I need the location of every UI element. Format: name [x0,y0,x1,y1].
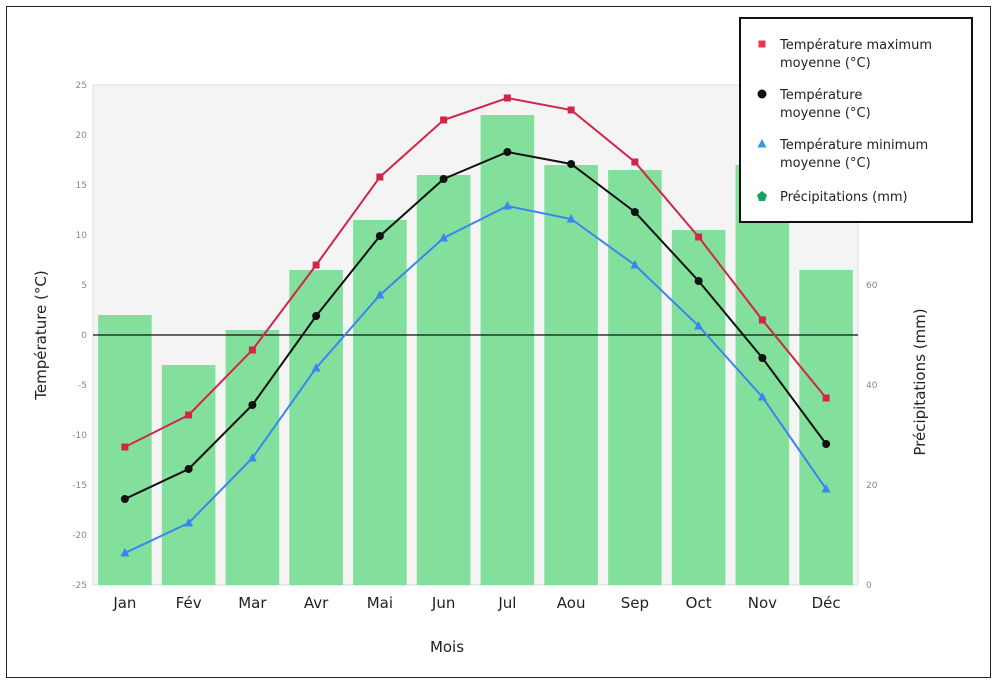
series-2-point-mar [247,453,257,462]
series-2-point-nov [757,392,767,401]
series-2-point-fév [184,518,194,527]
x-axis-label: Mois [430,638,464,656]
series-1-point-jul [503,148,512,156]
x-tick-label: Mar [238,594,267,612]
bar-sep [608,170,662,585]
right-tick-label: 40 [866,381,878,391]
series-0-point-oct [695,233,703,241]
series-2-point-jul [502,201,512,210]
series-2-point-mai [375,290,385,299]
bar-mai [353,220,407,585]
left-tick-label: 0 [81,331,87,341]
bar-fév [161,365,216,585]
bar-avr [289,270,343,585]
series-1-point-fév [184,465,193,473]
left-tick-label: -25 [72,581,87,591]
bar-oct [671,230,726,585]
series-1-point-aou [567,160,576,168]
x-tick-label: Déc [812,594,841,612]
legend-marker-0 [758,40,766,48]
series-0-point-jun [440,116,448,124]
y-axis-label-right: Précipitations (mm) [911,308,929,455]
series-2-point-avr [311,363,321,372]
left-tick-label: 15 [76,181,87,191]
legend: Température maximum moyenne (°C) Températu… [739,17,973,223]
series-1-point-nov [758,354,767,362]
series-1-point-mai [375,232,384,240]
series-1-point-sep [630,208,639,216]
series-0-point-déc [822,394,830,402]
x-tick-label: Sep [621,594,649,612]
legend-label-2-line2: moyenne (°C) [780,156,871,171]
x-tick-label: Jul [497,594,516,612]
bar-jul [480,115,535,585]
legend-label-0: Température maximum [779,38,932,53]
series-0-point-jul [503,94,511,102]
series-2-point-jun [439,233,449,242]
bar-jun [416,175,471,585]
x-tick-label: Oct [686,594,712,612]
series-2-point-sep [630,260,640,269]
series-1-point-déc [822,440,831,448]
series-line-2 [124,204,827,554]
series-2-point-déc [821,484,831,493]
series-1-point-jun [439,175,448,183]
x-tick-label: Nov [748,594,777,612]
left-tick-label: -15 [72,481,87,491]
series-0-point-sep [631,158,639,166]
x-tick-label: Jan [112,594,136,612]
series-0-point-mar [248,346,256,354]
series-1-point-oct [694,277,703,285]
legend-label-2: Température minimum [779,138,928,153]
y-axis-label-left: Température (°C) [32,270,50,400]
series-0-point-avr [312,261,320,269]
series-0-point-fév [185,411,193,419]
legend-label-0-line2: moyenne (°C) [780,56,871,71]
legend-box [739,17,973,223]
series-2-point-oct [694,321,704,330]
series-1-point-mar [248,401,257,409]
legend-marker-2 [757,139,767,148]
series-2-point-jan [120,548,130,557]
legend-label-3: Précipitations (mm) [780,190,908,205]
right-tick-label: 20 [866,481,878,491]
right-tick-label: 60 [866,281,878,291]
series-1-point-jan [120,495,129,503]
bar-nov [735,165,790,585]
left-tick-label: -10 [72,431,87,441]
left-tick-label: -20 [72,531,87,541]
series-line-1 [124,150,827,500]
series-line-0 [124,96,827,448]
left-tick-label: 20 [76,131,88,141]
series-0-point-nov [758,316,766,324]
left-tick-label: -5 [78,381,87,391]
bar-aou [544,165,598,585]
legend-label-1: Température [779,88,862,103]
x-tick-label: Aou [557,594,586,612]
series-2-point-aou [566,214,576,223]
series-1-point-avr [312,312,321,320]
x-tick-label: Fév [176,594,202,612]
left-tick-label: 25 [76,81,87,91]
legend-marker-1 [757,89,767,99]
left-tick-label: 10 [76,231,88,241]
x-tick-label: Avr [304,594,329,612]
right-tick-label: 0 [866,581,872,591]
left-tick-label: 5 [81,281,87,291]
series-0-point-jan [121,443,129,451]
bar-déc [799,270,853,585]
legend-label-1-line2: moyenne (°C) [780,106,871,121]
x-tick-label: Mai [367,594,393,612]
legend-marker-3 [757,191,767,201]
x-tick-label: Jun [431,594,455,612]
series-0-point-aou [567,106,575,114]
series-0-point-mai [376,173,384,181]
